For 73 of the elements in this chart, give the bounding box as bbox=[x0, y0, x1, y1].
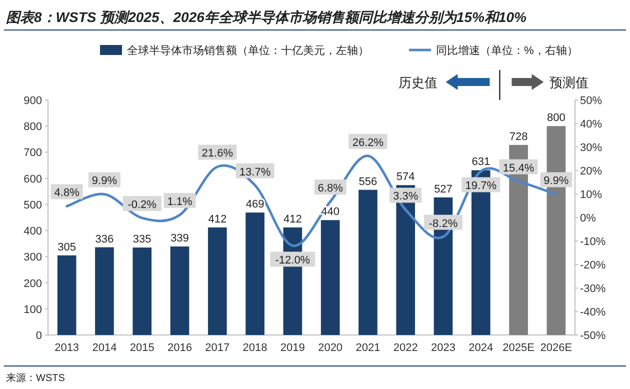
bar bbox=[246, 212, 264, 335]
y-tick-label: 500 bbox=[24, 199, 42, 212]
y2-tick-label: -20% bbox=[580, 260, 606, 272]
bar bbox=[170, 246, 190, 335]
x-tick-label: 2013 bbox=[54, 342, 80, 354]
legend-label: 同比增速（单位：%，右轴） bbox=[436, 44, 578, 57]
data-label: 19.7% bbox=[465, 180, 497, 192]
data-label: 335 bbox=[132, 234, 152, 246]
y-tick-label: 800 bbox=[24, 121, 42, 134]
y-tick-label: 200 bbox=[24, 278, 42, 290]
data-label: 574 bbox=[396, 171, 415, 184]
y-tick-label: 900 bbox=[24, 95, 42, 107]
y2-tick-label: 40% bbox=[580, 118, 602, 130]
y2-tick-label: 0% bbox=[580, 212, 596, 224]
data-label: 339 bbox=[170, 232, 189, 244]
x-tick-label: 2015 bbox=[130, 342, 154, 354]
chart-title: 图表8：WSTS 预测2025、2026年全球半导体市场销售额同比增速分别为15%和10% bbox=[6, 9, 527, 25]
data-label: -0.2% bbox=[128, 198, 157, 211]
data-label: 26.2% bbox=[352, 136, 384, 149]
x-tick-label: 2025E bbox=[502, 342, 534, 354]
y2-tick-label: -50% bbox=[580, 330, 606, 342]
x-tick-label: 2018 bbox=[242, 342, 268, 354]
bar bbox=[95, 247, 114, 335]
data-label: 15.4% bbox=[502, 162, 534, 174]
legend-label: 全球半导体市场销售额（单位：十亿美元，左轴） bbox=[127, 44, 369, 57]
data-label: 800 bbox=[547, 112, 566, 124]
data-label: 336 bbox=[95, 233, 114, 246]
y2-tick-label: -10% bbox=[580, 236, 606, 248]
y-tick-label: 0 bbox=[36, 330, 42, 342]
data-label: 469 bbox=[246, 198, 264, 211]
data-label: 728 bbox=[509, 130, 528, 143]
x-tick-label: 2021 bbox=[356, 342, 380, 354]
data-label: 305 bbox=[58, 241, 76, 254]
bar bbox=[358, 190, 378, 335]
x-tick-label: 2019 bbox=[280, 342, 305, 354]
x-tick-label: 2016 bbox=[168, 342, 192, 354]
y2-tick-label: 10% bbox=[580, 189, 602, 201]
source-note: 来源：WSTS bbox=[6, 372, 66, 384]
bar bbox=[57, 255, 76, 335]
y2-tick-label: 20% bbox=[580, 166, 602, 178]
data-label: 631 bbox=[472, 156, 490, 168]
data-label: 412 bbox=[284, 213, 302, 226]
data-label: 1.1% bbox=[167, 196, 192, 208]
data-label: 9.9% bbox=[544, 175, 569, 188]
bar bbox=[132, 248, 152, 335]
y2-tick-label: 30% bbox=[580, 142, 602, 154]
y2-tick-label: -30% bbox=[580, 283, 606, 295]
x-tick-label: 2023 bbox=[431, 342, 456, 354]
data-label: 13.7% bbox=[239, 166, 271, 178]
y-tick-label: 700 bbox=[24, 147, 42, 160]
x-tick-label: 2022 bbox=[393, 342, 418, 354]
x-tick-label: 2017 bbox=[205, 342, 230, 354]
y-tick-label: 100 bbox=[24, 304, 42, 316]
data-label: 412 bbox=[208, 213, 227, 226]
x-tick-label: 2024 bbox=[468, 342, 494, 354]
bar bbox=[208, 227, 227, 335]
data-label: -12.0% bbox=[275, 254, 310, 267]
bar bbox=[320, 220, 340, 335]
x-tick-label: 2014 bbox=[92, 342, 117, 354]
data-label: -8.2% bbox=[428, 218, 458, 230]
x-tick-label: 2020 bbox=[318, 342, 343, 354]
data-label: 3.3% bbox=[393, 190, 418, 203]
data-label: 4.8% bbox=[54, 187, 80, 200]
y2-tick-label: -40% bbox=[580, 306, 606, 318]
data-label: 527 bbox=[434, 183, 452, 196]
y-tick-label: 400 bbox=[24, 226, 42, 238]
data-label: 556 bbox=[358, 176, 378, 188]
y-tick-label: 300 bbox=[24, 252, 42, 264]
y-tick-label: 600 bbox=[24, 173, 42, 186]
data-label: 21.6% bbox=[202, 148, 234, 160]
data-label: 6.8% bbox=[318, 182, 344, 195]
data-label: 9.9% bbox=[92, 175, 118, 188]
x-tick-label: 2026E bbox=[540, 342, 572, 354]
